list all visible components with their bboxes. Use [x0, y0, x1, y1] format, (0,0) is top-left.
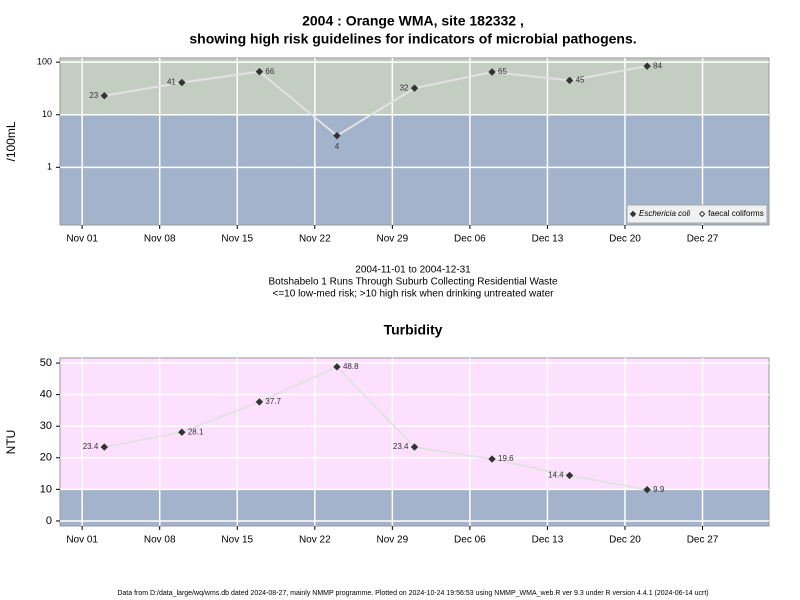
value-label: 84	[653, 61, 662, 70]
caption: <=10 low-med risk; >10 high risk when dr…	[273, 289, 555, 300]
data-point	[333, 131, 341, 140]
data-point	[410, 443, 419, 451]
plot-frame	[59, 57, 770, 226]
value-label: 65	[498, 67, 507, 76]
data-point	[333, 363, 341, 371]
y-tick-label: 30	[40, 420, 52, 432]
x-tick-label: Dec 13	[532, 535, 564, 546]
caption: 2004-11-01 to 2004-12-31	[355, 265, 471, 276]
data-point	[100, 443, 109, 451]
value-label: 4	[335, 142, 340, 151]
y-tick-label: 100	[37, 57, 52, 67]
band-below	[60, 489, 769, 526]
x-tick-label: Nov 29	[377, 535, 409, 546]
data-point	[178, 78, 186, 87]
value-label: 14.4	[548, 471, 564, 480]
legend-marker	[629, 210, 637, 218]
data-point	[255, 398, 264, 406]
legend-box	[626, 204, 768, 224]
value-label: 19.6	[498, 454, 514, 463]
plot-frame	[59, 357, 770, 527]
x-tick-label: Nov 29	[377, 234, 409, 245]
chart-title: showing high risk guidelines for indicat…	[189, 31, 636, 47]
value-label: 66	[265, 67, 274, 76]
legend-label: Eschericia coli	[639, 209, 690, 218]
value-label: 37.7	[265, 397, 281, 406]
legend-label: faecal coliforms	[708, 209, 764, 218]
value-label: 45	[576, 76, 585, 85]
x-tick-label: Nov 15	[221, 234, 253, 245]
x-tick-label: Dec 20	[609, 535, 641, 546]
y-axis-label: /100mL	[4, 121, 18, 161]
value-label: 23	[89, 91, 98, 100]
series-line	[104, 365, 648, 491]
data-point	[255, 67, 264, 76]
data-point	[178, 428, 186, 436]
band-above	[60, 358, 769, 490]
y-axis-label: NTU	[4, 430, 18, 455]
chart-title: 2004 : Orange WMA, site 182332 ,	[302, 13, 524, 29]
x-tick-label: Dec 06	[454, 535, 486, 546]
value-label: 23.4	[83, 442, 99, 451]
data-point	[565, 76, 574, 85]
y-tick-label: 0	[46, 515, 52, 527]
data-point	[410, 84, 419, 92]
x-tick-label: Nov 22	[299, 234, 331, 245]
value-label: 41	[167, 78, 176, 87]
x-tick-label: Nov 08	[144, 535, 176, 546]
y-tick-label: 10	[40, 483, 52, 495]
data-point	[643, 485, 651, 494]
caption: Botshabelo 1 Runs Through Suburb Collect…	[268, 277, 557, 288]
x-tick-label: Nov 15	[221, 535, 253, 546]
y-tick-label: 1	[47, 162, 52, 172]
legend-marker	[698, 210, 706, 218]
y-tick-label: 50	[40, 357, 52, 369]
x-tick-label: Dec 27	[687, 234, 719, 245]
x-tick-label: Dec 06	[454, 234, 486, 245]
chart-title: Turbidity	[384, 322, 443, 338]
value-label: 23.4	[393, 442, 409, 451]
series-line	[104, 65, 648, 137]
y-tick-label: 20	[40, 452, 52, 464]
y-tick-label: 40	[40, 389, 52, 401]
value-label: 9.9	[653, 485, 665, 494]
x-tick-label: Nov 01	[66, 535, 98, 546]
data-point	[488, 455, 496, 463]
x-tick-label: Dec 20	[609, 234, 641, 245]
x-tick-label: Nov 01	[66, 234, 98, 245]
x-tick-label: Nov 22	[299, 535, 331, 546]
data-point	[488, 68, 496, 76]
x-tick-label: Dec 13	[532, 234, 564, 245]
data-point	[100, 92, 109, 100]
y-tick-label: 10	[42, 109, 52, 119]
value-label: 28.1	[188, 427, 204, 436]
value-label: 32	[400, 83, 409, 92]
data-point	[643, 62, 651, 70]
footer: Data from D:/data_large/wq/wms.db dated …	[117, 590, 708, 597]
data-point	[565, 471, 574, 480]
x-tick-label: Nov 08	[144, 234, 176, 245]
x-tick-label: Dec 27	[687, 535, 719, 546]
value-label: 48.8	[343, 362, 359, 371]
